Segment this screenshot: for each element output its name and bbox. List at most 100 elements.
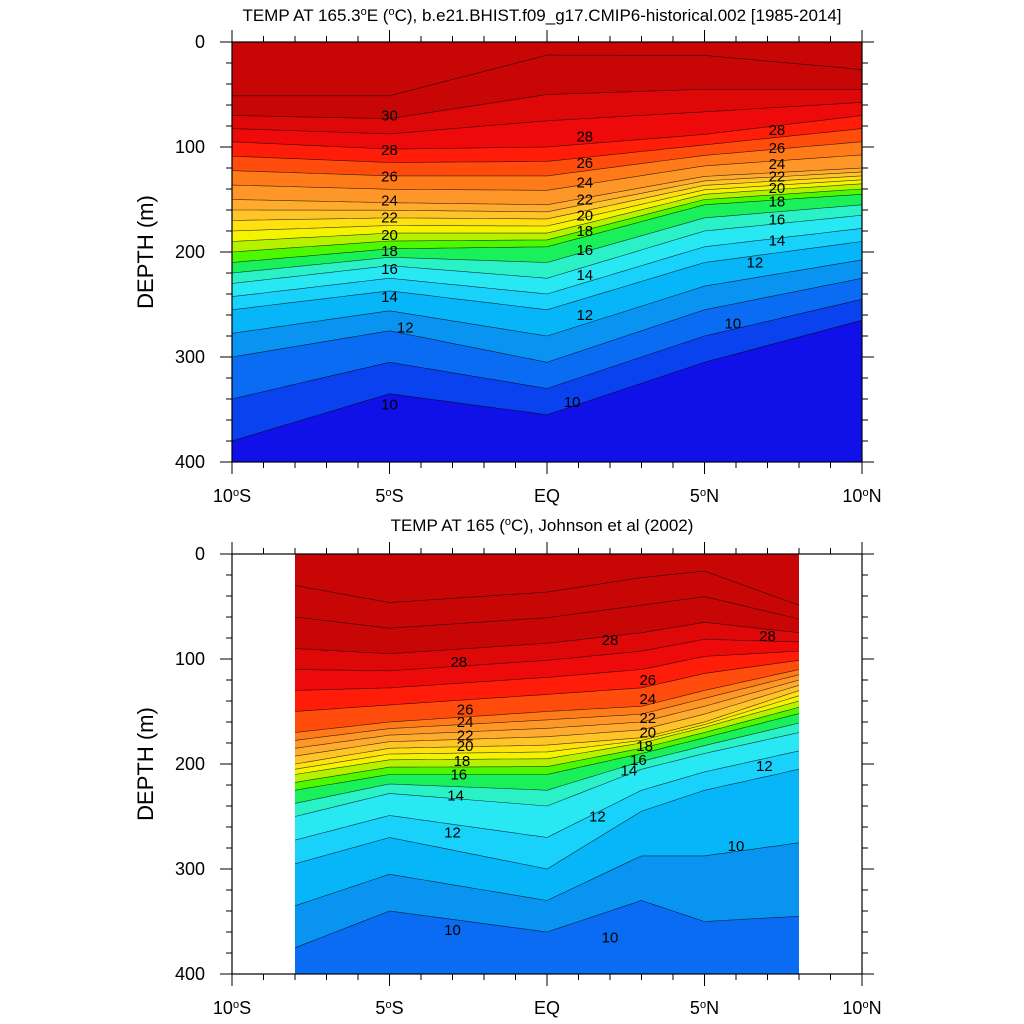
isotherm-30 [295, 570, 799, 606]
contour-label: 14 [621, 762, 638, 779]
contour-label: 14 [447, 788, 464, 805]
isotherm-22 [295, 679, 799, 749]
x-tick-label: 5oN [690, 486, 719, 506]
y-tick-label: 100 [175, 137, 205, 157]
x-axis: 10oS 5oS EQ 5oN 10oN [213, 542, 882, 1018]
contour-label: 26 [639, 672, 656, 689]
x-tick-label: 10oN [842, 486, 881, 506]
isotherm-14 [232, 241, 862, 311]
contour-label: 16 [576, 242, 593, 259]
isotherm-19 [295, 695, 799, 770]
y-tick-label: 0 [195, 32, 205, 52]
isotherm-23 [295, 674, 799, 741]
isotherm-18 [295, 700, 799, 775]
isotherm-10 [232, 320, 862, 442]
y-tick-label: 0 [195, 544, 205, 564]
contour-label: 26 [576, 155, 593, 172]
x-axis: 10oS 5oS EQ 5oN 10oN [213, 30, 882, 506]
contour-label: 18 [636, 738, 653, 755]
band-30 [295, 554, 799, 606]
contour-label: 24 [381, 193, 398, 210]
contour-label: 16 [450, 767, 467, 784]
isotherm-20 [232, 183, 862, 242]
contour-label: 14 [381, 289, 398, 306]
contour-label: 28 [381, 142, 398, 159]
isotherm-29 [232, 102, 862, 135]
contour-label: 26 [769, 140, 786, 157]
contour-label: 24 [457, 714, 474, 731]
contour-label: 20 [639, 725, 656, 742]
contour-label: 26 [381, 168, 398, 185]
isotherm-13 [295, 750, 799, 841]
contour-label: 22 [576, 192, 593, 209]
chart-title: TEMP AT 165 (oC), Johnson et al (2002) [391, 516, 694, 535]
chart-title: TEMP AT 165.3oE (oC), b.e21.BHIST.f09_g1… [242, 6, 841, 25]
y-tick-label: 100 [175, 649, 205, 669]
contour-label: 10 [602, 929, 619, 946]
isotherm-23 [232, 171, 862, 213]
isotherm-26 [295, 650, 799, 691]
isotherm-16 [232, 215, 862, 284]
contour-label: 18 [381, 243, 398, 260]
contour-label: 12 [747, 255, 764, 272]
contour-label: 12 [397, 320, 414, 337]
contour-label: 10 [564, 394, 581, 411]
panel-observations: 2826242220181614121028262422201816141210… [133, 516, 882, 1018]
contour-label: 28 [602, 632, 619, 649]
isotherm-22 [232, 175, 862, 221]
x-tick-label: 10oS [213, 998, 251, 1018]
isotherm-18 [232, 194, 862, 263]
isotherm-11 [295, 842, 799, 907]
temperature-field [232, 42, 862, 462]
contour-label: 12 [756, 758, 773, 775]
contour-label: 20 [769, 180, 786, 197]
y-tick-label: 300 [175, 347, 205, 367]
y-tick-label: 400 [175, 452, 205, 472]
isotherm-11 [232, 299, 862, 400]
isotherm-24 [295, 669, 799, 733]
isotherm-21 [232, 179, 862, 232]
contour-label: 10 [444, 922, 461, 939]
isotherm-24 [232, 167, 862, 206]
isotherm-12 [232, 278, 862, 363]
y-axis: 0 100 200 300 400 [175, 544, 874, 984]
contour-label: 12 [444, 824, 461, 841]
contour-label: 10 [725, 315, 742, 332]
contour-label: 12 [576, 307, 593, 324]
contour-label: 18 [454, 753, 471, 770]
y-tick-label: 400 [175, 964, 205, 984]
isotherm-21 [295, 685, 799, 757]
contour-label: 16 [381, 261, 398, 278]
isotherm-17 [232, 204, 862, 274]
contour-label: 28 [576, 129, 593, 146]
contour-label: 24 [769, 156, 786, 173]
y-axis-title: DEPTH (m) [133, 195, 158, 309]
y-tick-label: 200 [175, 754, 205, 774]
contour-label: 24 [576, 175, 593, 192]
contour-label: 10 [728, 838, 745, 855]
contour-label: 22 [381, 209, 398, 226]
contour-label: 18 [769, 194, 786, 211]
contour-label: 20 [457, 738, 474, 755]
contour-label: 28 [769, 122, 786, 139]
contour-label: 20 [576, 207, 593, 224]
isotherm-25 [295, 660, 799, 712]
isotherm-13 [232, 259, 862, 337]
isotherm-28 [295, 621, 799, 655]
isotherm-29 [295, 596, 799, 629]
contour-label: 20 [381, 227, 398, 244]
isotherm-15 [232, 228, 862, 297]
x-tick-label: EQ [534, 998, 560, 1018]
x-tick-label: 5oS [375, 998, 403, 1018]
isotherm-30 [232, 89, 862, 119]
y-axis-title: DEPTH (m) [133, 707, 158, 821]
isotherm-27 [295, 638, 799, 672]
band-31 [232, 42, 862, 96]
temperature-field [295, 554, 799, 974]
contour-label: 16 [630, 752, 647, 769]
contour-label: 30 [381, 108, 398, 125]
x-tick-label: 5oS [375, 486, 403, 506]
isotherm-26 [232, 141, 862, 177]
contour-label: 28 [450, 654, 467, 671]
